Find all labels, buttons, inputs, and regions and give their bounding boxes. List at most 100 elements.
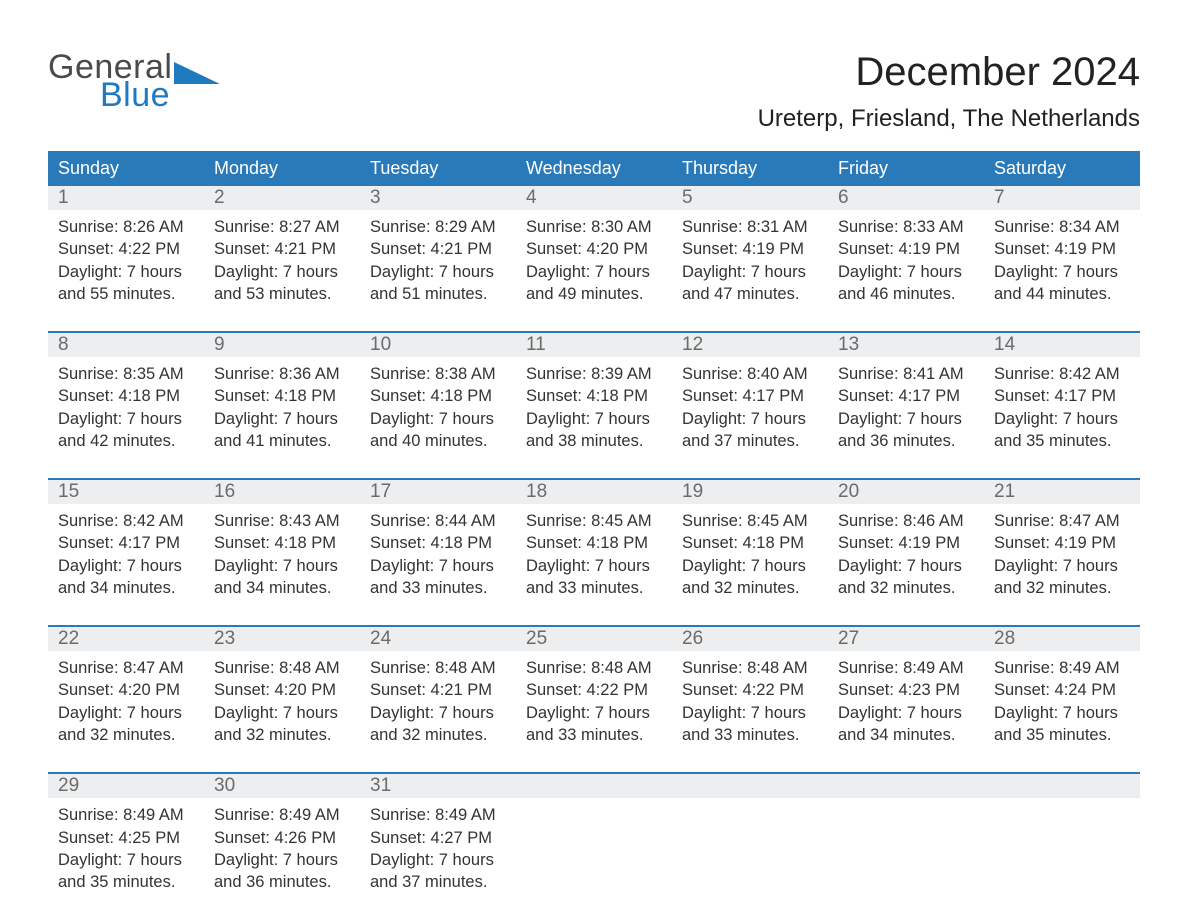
- daylight-text-2: and 44 minutes.: [994, 283, 1130, 305]
- daylight-text-1: Daylight: 7 hours: [994, 261, 1130, 283]
- daylight-text-2: and 35 minutes.: [994, 430, 1130, 452]
- sunset-text: Sunset: 4:26 PM: [214, 827, 350, 849]
- sunrise-text: Sunrise: 8:31 AM: [682, 216, 818, 238]
- sunset-text: Sunset: 4:19 PM: [682, 238, 818, 260]
- sunset-text: Sunset: 4:24 PM: [994, 679, 1130, 701]
- sunrise-text: Sunrise: 8:27 AM: [214, 216, 350, 238]
- day-number: 13: [828, 333, 984, 357]
- location-subtitle: Ureterp, Friesland, The Netherlands: [758, 105, 1140, 133]
- daylight-text-2: and 37 minutes.: [682, 430, 818, 452]
- sunrise-text: Sunrise: 8:49 AM: [838, 657, 974, 679]
- daylight-text-1: Daylight: 7 hours: [994, 408, 1130, 430]
- day-cell: Sunrise: 8:42 AMSunset: 4:17 PMDaylight:…: [48, 504, 204, 601]
- daylight-text-2: and 36 minutes.: [214, 871, 350, 893]
- day-number: 23: [204, 627, 360, 651]
- day-number: 3: [360, 186, 516, 210]
- week-row: 891011121314 Sunrise: 8:35 AM Sunset: 4:18…: [48, 331, 1140, 454]
- day-number: [516, 774, 672, 798]
- day-cell: Sunrise: 8:39 AMSunset: 4:18 PMDaylight:…: [516, 357, 672, 454]
- sunset-text: Sunset: 4:21 PM: [214, 238, 350, 260]
- daylight-text-2: and 36 minutes.: [838, 430, 974, 452]
- sunrise-text: Sunrise: 8:48 AM: [526, 657, 662, 679]
- day-cell: Sunrise: 8:43 AMSunset: 4:18 PMDaylight:…: [204, 504, 360, 601]
- sunrise-text: Sunrise: 8:48 AM: [214, 657, 350, 679]
- daylight-text-1: Daylight: 7 hours: [370, 261, 506, 283]
- day-cell: Sunrise: 8:33 AMSunset: 4:19 PMDaylight:…: [828, 210, 984, 307]
- sunrise-text: Sunrise: 8:34 AM: [994, 216, 1130, 238]
- daylight-text-1: Daylight: 7 hours: [214, 555, 350, 577]
- sunset-text: Sunset: 4:17 PM: [994, 385, 1130, 407]
- day-number: 24: [360, 627, 516, 651]
- day-number: 6: [828, 186, 984, 210]
- week-row: 15161718192021Sunrise: 8:42 AMSunset: 4:…: [48, 478, 1140, 601]
- title-block: December 2024 Ureterp, Friesland, The Ne…: [758, 50, 1140, 133]
- sunrise-text: Sunrise: 8:35 AM: [58, 363, 194, 385]
- daylight-text-1: Daylight: 7 hours: [370, 408, 506, 430]
- daylight-text-2: and 33 minutes.: [682, 724, 818, 746]
- daylight-text-1: Daylight: 7 hours: [58, 408, 194, 430]
- daylight-text-1: Daylight: 7 hours: [370, 702, 506, 724]
- daylight-text-1: Daylight: 7 hours: [838, 261, 974, 283]
- calendar: SundayMondayTuesdayWednesdayThursdayFrid…: [48, 151, 1140, 895]
- day-cell: Sunrise: 8:47 AMSunset: 4:19 PMDaylight:…: [984, 504, 1140, 601]
- day-number: 9: [204, 333, 360, 357]
- sunset-text: Sunset: 4:18 PM: [682, 532, 818, 554]
- daylight-text-1: Daylight: 7 hours: [214, 261, 350, 283]
- daylight-text-2: and 47 minutes.: [682, 283, 818, 305]
- daylight-text-1: Daylight: 7 hours: [838, 408, 974, 430]
- day-cells-row: Sunrise: 8:47 AMSunset: 4:20 PMDaylight:…: [48, 651, 1140, 748]
- daylight-text-2: and 40 minutes.: [370, 430, 506, 452]
- sunrise-text: Sunrise: 8:39 AM: [526, 363, 662, 385]
- day-number: [828, 774, 984, 798]
- daylight-text-1: Daylight: 7 hours: [526, 408, 662, 430]
- weekday-header: Wednesday: [516, 151, 672, 186]
- day-cell: Sunrise: 8:36 AMSunset: 4:18 PMDaylight:…: [204, 357, 360, 454]
- sunrise-text: Sunrise: 8:49 AM: [58, 804, 194, 826]
- daylight-text-1: Daylight: 7 hours: [838, 555, 974, 577]
- daylight-text-1: Daylight: 7 hours: [58, 849, 194, 871]
- day-cell: [828, 798, 984, 895]
- daylight-text-1: Daylight: 7 hours: [682, 702, 818, 724]
- day-cell: Sunrise: 8:44 AMSunset: 4:18 PMDaylight:…: [360, 504, 516, 601]
- week-row: 1234567Sunrise: 8:26 AMSunset: 4:22 PMDa…: [48, 186, 1140, 307]
- sunrise-text: Sunrise: 8:49 AM: [370, 804, 506, 826]
- daylight-text-1: Daylight: 7 hours: [526, 702, 662, 724]
- day-cell: Sunrise: 8:46 AMSunset: 4:19 PMDaylight:…: [828, 504, 984, 601]
- day-number: 30: [204, 774, 360, 798]
- weekday-header-row: SundayMondayTuesdayWednesdayThursdayFrid…: [48, 151, 1140, 186]
- day-number: 7: [984, 186, 1140, 210]
- day-number: 18: [516, 480, 672, 504]
- sunrise-text: Sunrise: 8:29 AM: [370, 216, 506, 238]
- daylight-text-2: and 34 minutes.: [58, 577, 194, 599]
- weeks-container: 1234567Sunrise: 8:26 AMSunset: 4:22 PMDa…: [48, 186, 1140, 895]
- day-number: 11: [516, 333, 672, 357]
- day-number: 2: [204, 186, 360, 210]
- daylight-text-2: and 34 minutes.: [838, 724, 974, 746]
- weekday-header: Friday: [828, 151, 984, 186]
- daylight-text-1: Daylight: 7 hours: [370, 849, 506, 871]
- day-cells-row: Sunrise: 8:42 AMSunset: 4:17 PMDaylight:…: [48, 504, 1140, 601]
- day-cell: [984, 798, 1140, 895]
- sunset-text: Sunset: 4:17 PM: [58, 532, 194, 554]
- weekday-header: Monday: [204, 151, 360, 186]
- day-cell: Sunrise: 8:40 AMSunset: 4:17 PMDaylight:…: [672, 357, 828, 454]
- daylight-text-2: and 32 minutes.: [214, 724, 350, 746]
- sunset-text: Sunset: 4:18 PM: [526, 385, 662, 407]
- sunset-text: Sunset: 4:20 PM: [526, 238, 662, 260]
- daylight-text-1: Daylight: 7 hours: [682, 408, 818, 430]
- sunrise-text: Sunrise: 8:45 AM: [526, 510, 662, 532]
- day-number: 28: [984, 627, 1140, 651]
- day-cells-row: Sunrise: 8:26 AMSunset: 4:22 PMDaylight:…: [48, 210, 1140, 307]
- daylight-text-2: and 41 minutes.: [214, 430, 350, 452]
- day-number: 8: [48, 333, 204, 357]
- day-cell: Sunrise: 8:48 AMSunset: 4:22 PMDaylight:…: [516, 651, 672, 748]
- daylight-text-1: Daylight: 7 hours: [214, 408, 350, 430]
- sunrise-text: Sunrise: 8:26 AM: [58, 216, 194, 238]
- day-number-row: 891011121314: [48, 333, 1140, 357]
- sunset-text: Sunset: 4:18 PM: [214, 532, 350, 554]
- day-number: 21: [984, 480, 1140, 504]
- sunset-text: Sunset: 4:27 PM: [370, 827, 506, 849]
- day-cell: Sunrise: 8:29 AMSunset: 4:21 PMDaylight:…: [360, 210, 516, 307]
- daylight-text-2: and 55 minutes.: [58, 283, 194, 305]
- sunrise-text: Sunrise: 8:36 AM: [214, 363, 350, 385]
